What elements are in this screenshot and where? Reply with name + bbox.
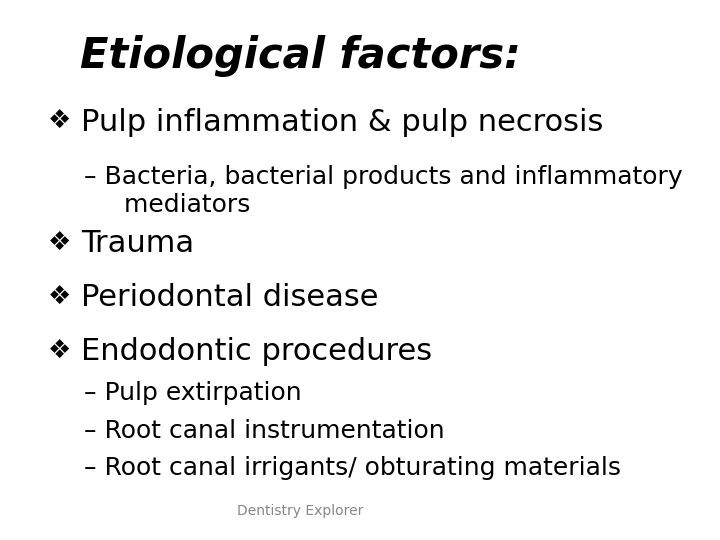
- Text: Periodontal disease: Periodontal disease: [81, 284, 379, 313]
- Text: Trauma: Trauma: [81, 230, 194, 259]
- Text: – Root canal instrumentation: – Root canal instrumentation: [84, 418, 445, 442]
- Text: – Bacteria, bacterial products and inflammatory
     mediators: – Bacteria, bacterial products and infla…: [84, 165, 683, 217]
- Text: Etiological factors:: Etiological factors:: [80, 35, 521, 77]
- Text: Pulp inflammation & pulp necrosis: Pulp inflammation & pulp necrosis: [81, 108, 603, 137]
- Text: ❖: ❖: [48, 338, 71, 363]
- Text: Endodontic procedures: Endodontic procedures: [81, 338, 432, 367]
- Text: – Pulp extirpation: – Pulp extirpation: [84, 381, 302, 404]
- Text: – Root canal irrigants/ obturating materials: – Root canal irrigants/ obturating mater…: [84, 456, 621, 480]
- Text: ❖: ❖: [48, 108, 71, 134]
- Text: Dentistry Explorer: Dentistry Explorer: [238, 504, 364, 518]
- Text: ❖: ❖: [48, 230, 71, 255]
- Text: ❖: ❖: [48, 284, 71, 309]
